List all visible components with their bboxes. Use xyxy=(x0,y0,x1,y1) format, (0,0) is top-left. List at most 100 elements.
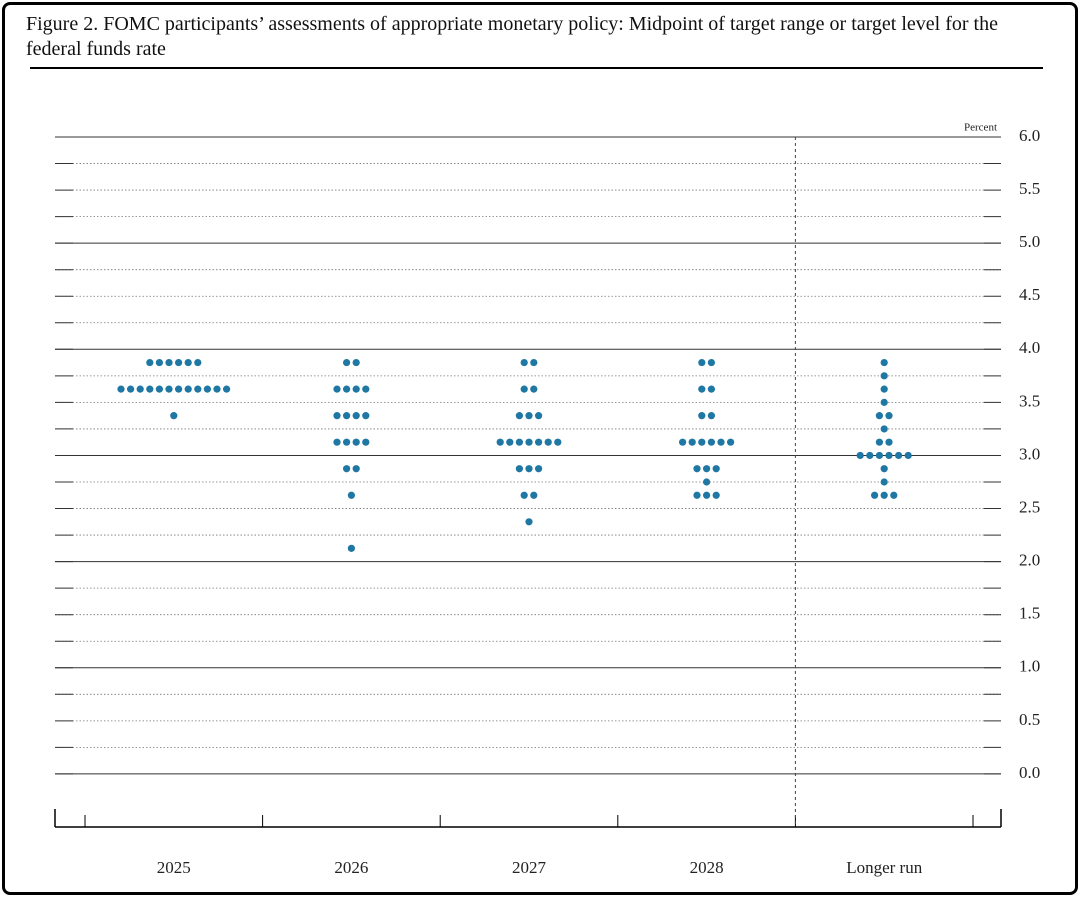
dot xyxy=(895,451,903,460)
y-axis-label: Percent xyxy=(964,122,997,134)
dot xyxy=(515,465,524,473)
dot xyxy=(554,438,562,446)
y-tick-label: 4.5 xyxy=(1019,285,1040,304)
dot xyxy=(525,438,533,446)
dot xyxy=(343,465,351,473)
dot xyxy=(352,465,360,473)
title-rule xyxy=(30,67,1043,69)
dot xyxy=(127,385,135,393)
dot xyxy=(880,358,888,367)
dot xyxy=(155,358,163,367)
dot xyxy=(165,358,173,367)
dot xyxy=(698,385,706,393)
x-tick-label: Longer run xyxy=(846,858,923,877)
dot xyxy=(707,358,716,367)
dot xyxy=(352,385,360,393)
dot xyxy=(535,438,543,446)
dot xyxy=(703,491,711,499)
y-tick-label: 3.0 xyxy=(1019,444,1040,463)
dot xyxy=(698,438,706,446)
dot xyxy=(525,465,533,473)
dot xyxy=(333,412,341,420)
dot xyxy=(880,372,888,380)
dot xyxy=(880,491,888,499)
dot xyxy=(880,478,888,486)
dot xyxy=(333,438,341,446)
dot xyxy=(707,438,716,446)
dot xyxy=(352,438,360,446)
dot xyxy=(520,491,528,499)
dot xyxy=(146,358,154,367)
dot xyxy=(698,412,706,420)
dot xyxy=(871,491,879,499)
dot xyxy=(343,438,351,446)
dot xyxy=(343,385,351,393)
dot xyxy=(213,385,221,393)
dot xyxy=(223,385,231,393)
dot xyxy=(175,358,183,367)
dot xyxy=(496,438,504,446)
dot xyxy=(530,491,538,499)
dot xyxy=(875,438,884,446)
dot xyxy=(520,358,528,367)
dot xyxy=(194,385,202,393)
x-tick-label: 2028 xyxy=(690,858,724,877)
dot xyxy=(693,491,701,499)
dot xyxy=(362,438,370,446)
dot xyxy=(707,412,716,420)
dot xyxy=(170,412,178,420)
dot xyxy=(525,412,533,420)
dot xyxy=(520,385,528,393)
dot xyxy=(530,358,538,367)
dot xyxy=(707,385,716,393)
dot xyxy=(333,385,341,393)
dot xyxy=(712,465,720,473)
dot xyxy=(703,478,711,486)
dot xyxy=(525,518,533,526)
x-tick-label: 2027 xyxy=(512,858,547,877)
dot xyxy=(875,451,884,460)
dot xyxy=(698,358,706,367)
dot xyxy=(347,544,355,552)
dot xyxy=(727,438,735,446)
y-tick-label: 0.0 xyxy=(1019,763,1040,782)
dot xyxy=(175,385,183,393)
dot xyxy=(515,438,524,446)
dot xyxy=(535,465,543,473)
dot xyxy=(679,438,687,446)
dot xyxy=(885,438,893,446)
y-tick-label: 5.5 xyxy=(1019,179,1040,198)
y-tick-label: 1.0 xyxy=(1019,657,1040,676)
y-tick-label: 2.0 xyxy=(1019,551,1040,570)
dot xyxy=(117,385,125,393)
y-tick-label: 3.5 xyxy=(1019,391,1040,410)
dot xyxy=(136,385,144,393)
dot xyxy=(885,412,893,420)
dot xyxy=(165,385,173,393)
dot xyxy=(693,465,701,473)
y-tick-label: 6.0 xyxy=(1019,126,1040,145)
y-tick-label: 2.5 xyxy=(1019,497,1040,516)
chart-title: Figure 2. FOMC participants’ assessments… xyxy=(26,13,998,60)
dot xyxy=(203,385,211,393)
dot xyxy=(343,358,351,367)
dot xyxy=(866,451,874,460)
dot xyxy=(880,465,888,473)
dot xyxy=(343,412,351,420)
dot xyxy=(347,491,355,499)
dot xyxy=(880,425,888,433)
dot xyxy=(155,385,163,393)
dot xyxy=(703,465,711,473)
x-tick-label: 2026 xyxy=(334,858,368,877)
y-tick-label: 5.0 xyxy=(1019,232,1040,251)
dot xyxy=(712,491,720,499)
dot xyxy=(880,385,888,393)
dot xyxy=(535,412,543,420)
dot xyxy=(885,451,893,460)
dot xyxy=(146,385,154,393)
dot xyxy=(530,385,538,393)
dot xyxy=(904,451,912,460)
